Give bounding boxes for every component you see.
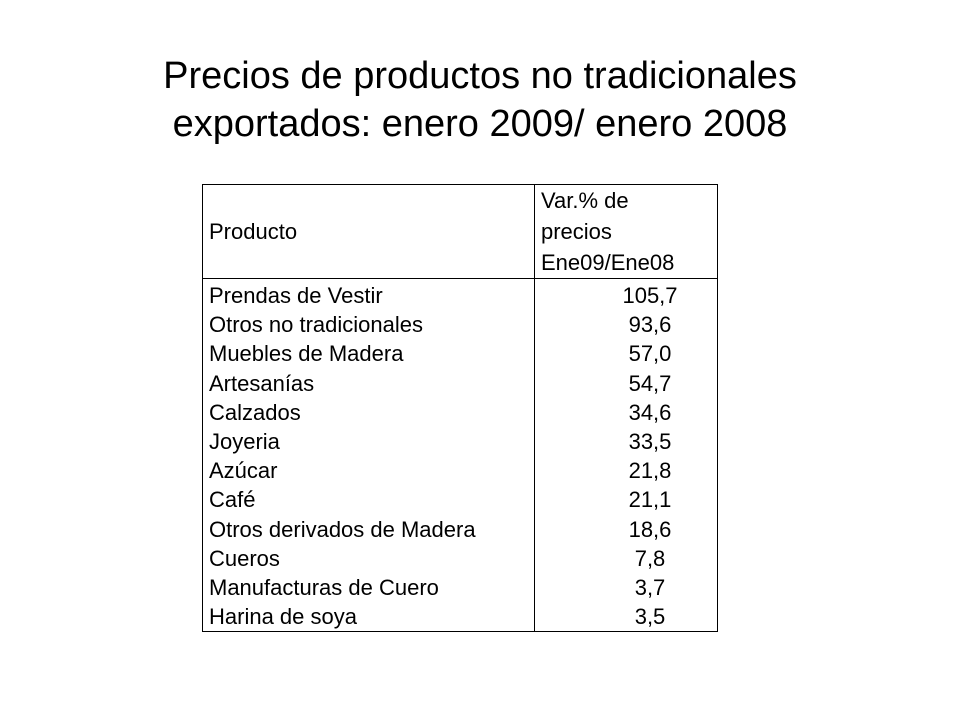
header-variation-line-1: Var.% de: [541, 188, 629, 213]
table-row: Cueros 7,8: [203, 543, 717, 574]
product-cell: Manufacturas de Cuero: [209, 575, 439, 601]
product-cell: Otros derivados de Madera: [209, 516, 476, 542]
product-cell: Harina de soya: [209, 604, 357, 630]
table-row: Otros derivados de Madera 18,6: [203, 514, 717, 544]
variation-cell: 7,8: [534, 543, 717, 574]
variation-cell: 18,6: [534, 514, 717, 544]
table-row: Prendas de Vestir 105,7: [203, 278, 717, 311]
variation-cell: 3,7: [534, 573, 717, 603]
variation-cell: 33,5: [534, 427, 717, 457]
price-variation-table: Producto Var.% de precios Ene09/Ene08 Pr…: [202, 184, 718, 633]
product-cell: Café: [209, 487, 256, 513]
variation-cell: 34,6: [534, 397, 717, 428]
variation-cell: 105,7: [534, 278, 717, 311]
product-cell: Joyeria: [209, 429, 280, 455]
slide-title: Precios de productos no tradicionales ex…: [0, 52, 960, 148]
product-cell: Calzados: [209, 399, 301, 425]
product-cell: Cueros: [209, 545, 280, 571]
table-header: Producto Var.% de precios Ene09/Ene08: [203, 185, 717, 279]
variation-cell: 3,5: [534, 602, 717, 632]
price-table: Producto Var.% de precios Ene09/Ene08 Pr…: [203, 185, 717, 632]
product-cell: Otros no tradicionales: [209, 312, 423, 338]
header-product: Producto: [203, 185, 535, 279]
table-body: Prendas de Vestir 105,7 Otros no tradici…: [203, 278, 717, 632]
table-row: Artesanías 54,7: [203, 368, 717, 398]
variation-cell: 21,8: [534, 456, 717, 486]
table-row: Manufacturas de Cuero 3,7: [203, 573, 717, 603]
header-variation-line-3: Ene09/Ene08: [541, 250, 675, 275]
table-row: Harina de soya 3,5: [203, 602, 717, 632]
slide-title-line-2: exportados: enero 2009/ enero 2008: [172, 103, 788, 145]
slide-title-line-1: Precios de productos no tradicionales: [163, 55, 797, 97]
variation-cell: 93,6: [534, 310, 717, 340]
header-variation-line-2: precios: [541, 219, 612, 244]
table-row: Calzados 34,6: [203, 397, 717, 428]
table-row: Otros no tradicionales 93,6: [203, 310, 717, 340]
product-cell: Muebles de Madera: [209, 341, 404, 367]
header-row: Producto Var.% de precios Ene09/Ene08: [203, 185, 717, 279]
table-row: Café 21,1: [203, 485, 717, 515]
table-row: Azúcar 21,8: [203, 456, 717, 486]
variation-cell: 57,0: [534, 339, 717, 369]
table-row: Joyeria 33,5: [203, 427, 717, 457]
variation-cell: 21,1: [534, 485, 717, 515]
product-cell: Prendas de Vestir: [209, 283, 383, 308]
product-cell: Azúcar: [209, 458, 278, 484]
variation-cell: 54,7: [534, 368, 717, 398]
table-row: Muebles de Madera 57,0: [203, 339, 717, 369]
product-cell: Artesanías: [209, 370, 315, 396]
header-variation: Var.% de precios Ene09/Ene08: [534, 185, 717, 279]
